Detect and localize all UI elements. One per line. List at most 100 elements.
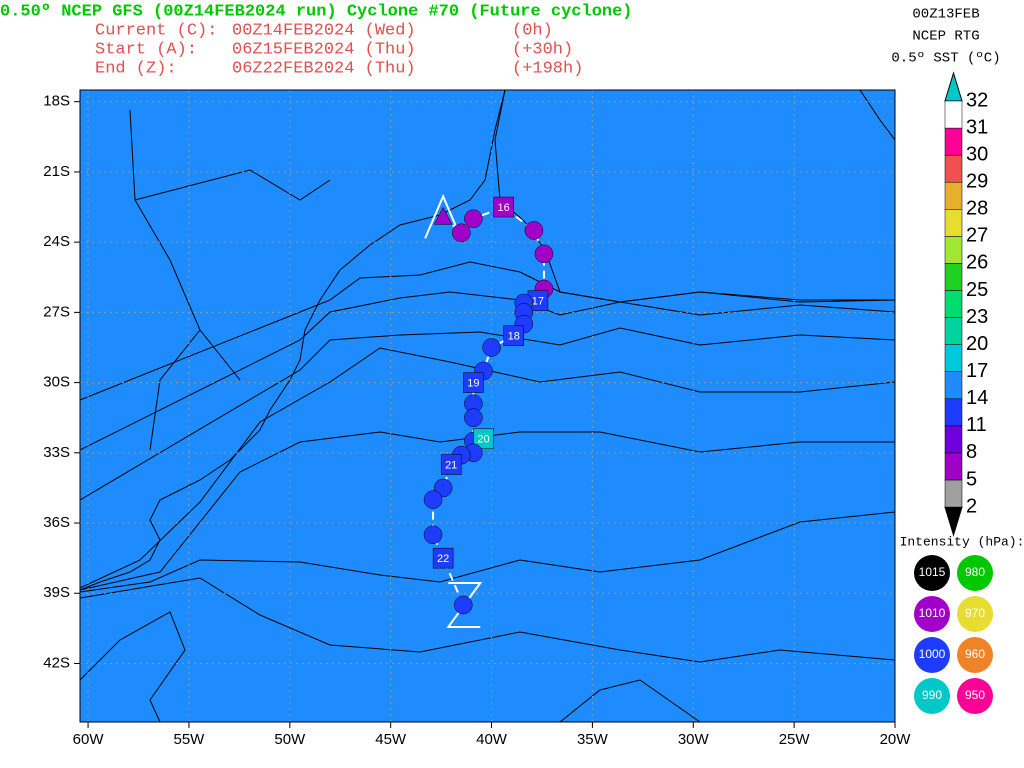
y-tick-label: 33S [43, 444, 70, 461]
day-label: 19 [467, 377, 479, 389]
map-frame [79, 89, 896, 723]
colorbar-segment [944, 398, 963, 427]
title: 0.50º NCEP GFS (00Z14FEB2024 run) Cyclon… [0, 2, 633, 21]
colorbar-label: 27 [966, 225, 988, 247]
y-tick-label: 36S [43, 514, 70, 531]
colorbar-label: 32 [966, 89, 988, 111]
header-label: End (Z): [95, 59, 177, 78]
y-tick-label: 42S [43, 654, 70, 671]
colorbar-segment [944, 236, 963, 264]
colorbar-label: 14 [966, 387, 988, 409]
colorbar-segment [944, 371, 963, 400]
sst-info: 00Z13FEB NCEP RTG 0.5º SST (ºC) [891, 7, 1000, 67]
day-label: 20 [477, 434, 489, 446]
track-point [463, 372, 484, 393]
track: 16 17 18 19 20 21 22 [423, 193, 554, 628]
x-tick-label: 45W [375, 731, 407, 748]
x-tick-label: 50W [274, 731, 306, 748]
track-point [423, 525, 443, 544]
legend-swatch [957, 678, 993, 714]
header-date: 00Z14FEB2024 (Wed) [232, 21, 416, 40]
y-tick-label: 18S [43, 93, 70, 110]
start-marker [424, 193, 463, 239]
colorbar-segment [944, 290, 963, 318]
legend-title: Intensity (hPa): [900, 534, 1024, 549]
y-tick-label: 30S [43, 374, 70, 391]
header-lines: Current (C): 00Z14FEB2024 (Wed) (0h) Start … [95, 21, 583, 78]
track-point [454, 595, 473, 615]
legend-label: 980 [965, 565, 985, 579]
legend-swatch [914, 596, 950, 632]
day-label: 18 [508, 331, 520, 343]
sst-info-line: 0.5º SST (ºC) [891, 51, 1000, 67]
sst-info-line: NCEP RTG [912, 29, 979, 45]
colorbar-segment [944, 127, 963, 156]
colorbar-label: 17 [966, 360, 988, 382]
day-label: 16 [498, 202, 510, 214]
legend-label: 1000 [919, 647, 946, 661]
colorbar-arrow [944, 506, 963, 537]
legend-label: 990 [922, 688, 942, 702]
legend-label: 950 [965, 688, 985, 702]
y-tick-label: 27S [43, 303, 70, 320]
header-label: Start (A): [95, 40, 197, 59]
sea-band [79, 89, 896, 593]
legend-label: 1015 [919, 565, 946, 579]
sst-info-line: 00Z13FEB [912, 7, 979, 23]
legend-label: 960 [965, 647, 985, 661]
y-tick-label: 21S [43, 163, 70, 180]
track-point [464, 209, 483, 228]
legend-swatch [957, 637, 993, 673]
legend-label: 970 [965, 606, 985, 620]
colorbar-label: 2 [966, 495, 977, 517]
colorbar-label: 26 [966, 252, 988, 274]
sea-cold [80, 90, 895, 722]
colorbar-segment [944, 425, 963, 454]
colorbar-label: 23 [966, 306, 988, 328]
colorbar-segment [944, 154, 963, 183]
legend-swatch [914, 678, 950, 714]
x-tick-label: 35W [577, 731, 609, 748]
header-offset: (+198h) [512, 59, 583, 78]
y-tick-label: 39S [43, 584, 70, 601]
legend-swatch [914, 555, 950, 591]
track-point [524, 221, 544, 240]
sea-band [79, 89, 896, 591]
land [79, 89, 506, 591]
track-point [534, 244, 554, 264]
header-date: 06Z22FEB2024 (Thu) [232, 59, 416, 78]
track-point [493, 196, 514, 218]
colorbar-segment [944, 479, 963, 508]
header-offset: (0h) [512, 21, 553, 40]
colorbar-label: 8 [966, 441, 977, 463]
colorbar-arrow [944, 71, 963, 102]
colorbar-label: 5 [966, 468, 977, 490]
day-label: 17 [532, 296, 544, 308]
intensity-legend: Intensity (hPa): 1015 980 1010 970 1000 960 990… [900, 534, 1024, 714]
colorbar-label: 11 [966, 414, 987, 436]
x-tick-label: 40W [476, 731, 508, 748]
day-label: 22 [437, 553, 449, 565]
colorbar-segment [944, 263, 963, 291]
track-point [433, 206, 453, 225]
map-background [79, 89, 896, 723]
legend-swatch [957, 555, 993, 591]
colorbar-segment [944, 209, 963, 237]
track-point [473, 428, 494, 450]
colorbar-label: 25 [966, 279, 988, 301]
track-point [503, 325, 524, 347]
track-point [464, 408, 483, 427]
day-label: 21 [445, 459, 457, 471]
colorbar-label: 30 [966, 143, 988, 165]
borders [129, 109, 331, 451]
colorbar-segment [944, 317, 963, 345]
track-point [423, 490, 443, 509]
colorbar-segment [944, 181, 963, 210]
header-offset: (+30h) [512, 40, 573, 59]
x-tick-label: 25W [779, 731, 811, 748]
colorbar-segment [944, 344, 963, 372]
colorbar-segment [944, 452, 963, 481]
grid: 60W 55W 50W 45W 40W 35W 30W 25W 20W 18S 21S 24S 27S 3… [43, 90, 911, 748]
